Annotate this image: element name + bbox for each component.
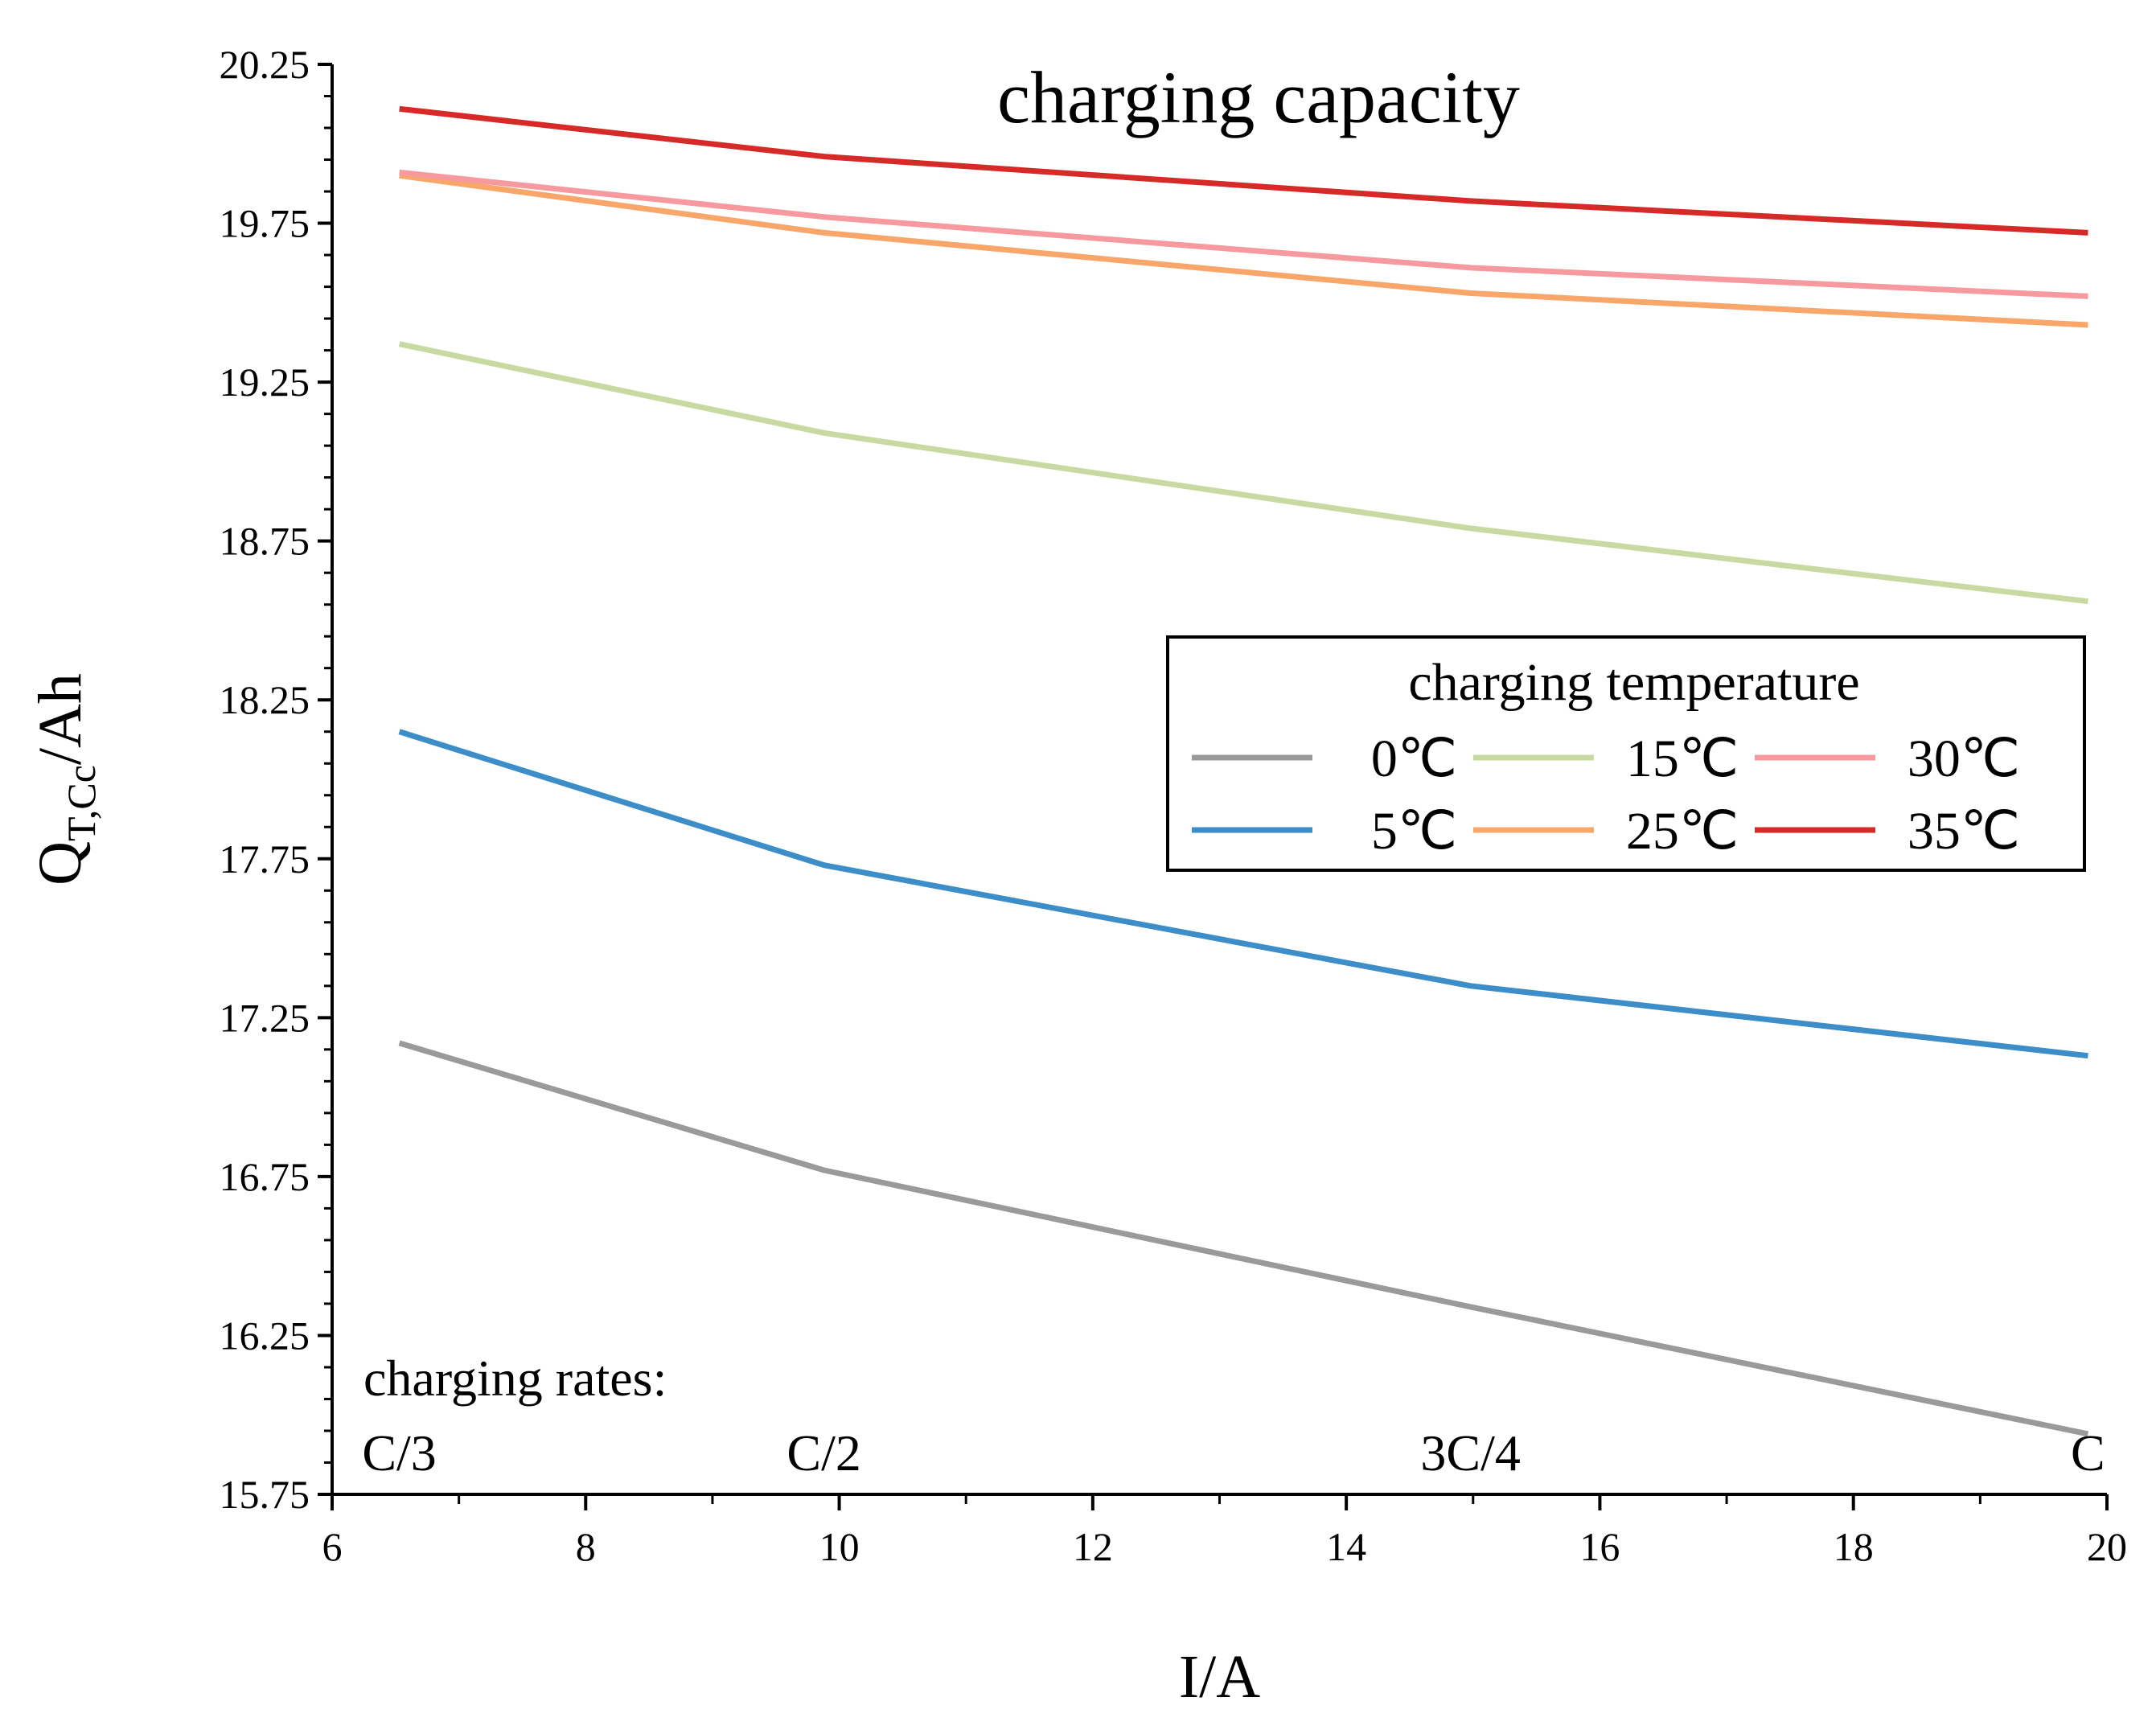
legend: charging temperature 0℃ 5℃ 15℃ 25℃ 30℃ 35℃ [1166,635,2086,872]
charging-rates-title: charging rates: [363,1350,667,1407]
y-tick-label: 20.25 [220,42,310,87]
y-tick-label: 18.75 [220,519,310,564]
series-line [398,1040,2089,1437]
y-tick-label: 16.75 [220,1154,310,1199]
chart-title: charging capacity [997,56,1520,138]
x-tick-label: 14 [1326,1524,1366,1569]
legend-label: 0℃ [1371,729,1457,788]
legend-box [1166,635,2086,872]
series-line [399,105,2088,236]
y-tick-label: 15.75 [220,1472,310,1517]
x-tick-label: 20 [2087,1524,2127,1569]
rate-labels: C/3 C/2 3C/4 C [362,1424,2105,1481]
y-tick-label: 17.75 [220,836,310,881]
series-line [398,729,2088,1059]
legend-label: 15℃ [1626,729,1739,788]
series-layer [398,105,2089,1437]
x-axis-title: I/A [1179,1643,1260,1711]
y-tick-label: 19.75 [220,201,310,246]
legend-label: 25℃ [1626,802,1739,861]
x-tick-label: 16 [1579,1524,1620,1569]
rate-label: C/3 [362,1424,436,1481]
series-line [399,169,2088,299]
x-tick-label: 6 [322,1524,343,1569]
charging-rates: charging rates: C/3 C/2 3C/4 C [362,1350,2105,1481]
legend-items: 0℃ 5℃ 15℃ 25℃ 30℃ 35℃ [1192,729,2020,861]
legend-label: 30℃ [1908,729,2020,788]
x-ticks: 6 8 10 12 14 16 18 20 [322,1494,2127,1569]
y-tick-label: 16.25 [220,1313,310,1358]
y-axis-title-unit: /Ah [27,673,94,765]
y-axis-title-main: Q [27,841,94,886]
x-tick-label: 18 [1834,1524,1874,1569]
y-tick-label: 19.25 [220,360,310,405]
rate-label: 3C/4 [1420,1424,1520,1481]
legend-label: 5℃ [1371,802,1457,861]
rate-label: C/2 [786,1424,860,1481]
x-tick-label: 8 [576,1524,596,1569]
y-axis-title: QT,Cc/Ah [27,673,104,886]
x-tick-label: 10 [819,1524,860,1569]
x-tick-label: 12 [1073,1524,1113,1569]
y-axis-title-subscript: T,Cc [59,765,104,841]
y-tick-label: 18.25 [220,677,310,722]
rate-label: C [2071,1424,2105,1481]
legend-title: charging temperature [1408,653,1859,712]
y-tick-label: 17.25 [220,995,310,1040]
legend-label: 35℃ [1908,802,2020,861]
y-ticks: 15.75 16.25 16.75 17.25 17.75 18.25 18.75 19.25… [220,42,332,1517]
series-line [398,341,2088,605]
series-line [399,172,2088,328]
